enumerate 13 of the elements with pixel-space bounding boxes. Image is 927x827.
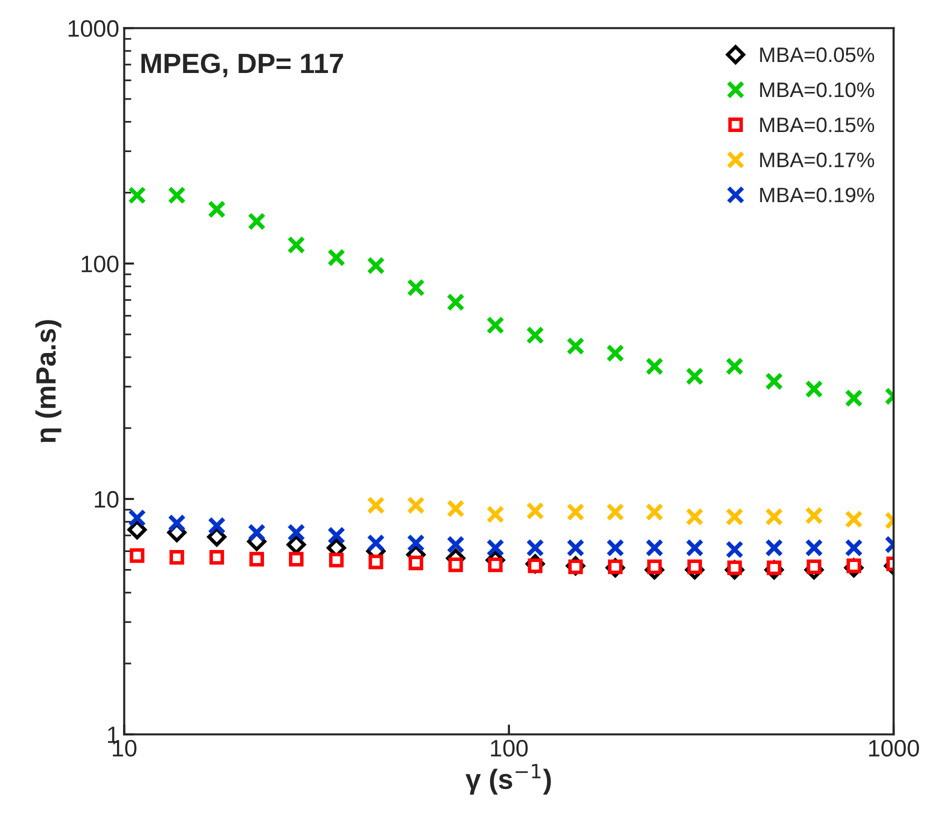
y-axis-title: η (mPa.s) (35, 320, 62, 442)
y-tick-label: 1000 (68, 20, 118, 37)
x-axis-title: γ (s$^{−1}$) (466, 764, 551, 795)
legend-label: MBA=0.19% (760, 188, 874, 202)
x-tick-label: 100 (491, 740, 528, 757)
text: MPEG, DP= 117 (141, 54, 343, 78)
y-tick-label: 10 (94, 491, 118, 508)
legend-label: MBA=0.05% (760, 47, 874, 62)
legend-label: MBA=0.15% (760, 118, 874, 132)
legend-label: MBA=0.10% (760, 82, 874, 98)
x-tick-label: 1000 (869, 740, 919, 757)
legend-label: MBA=0.17% (760, 152, 874, 168)
y-tick-label: 100 (82, 256, 118, 272)
